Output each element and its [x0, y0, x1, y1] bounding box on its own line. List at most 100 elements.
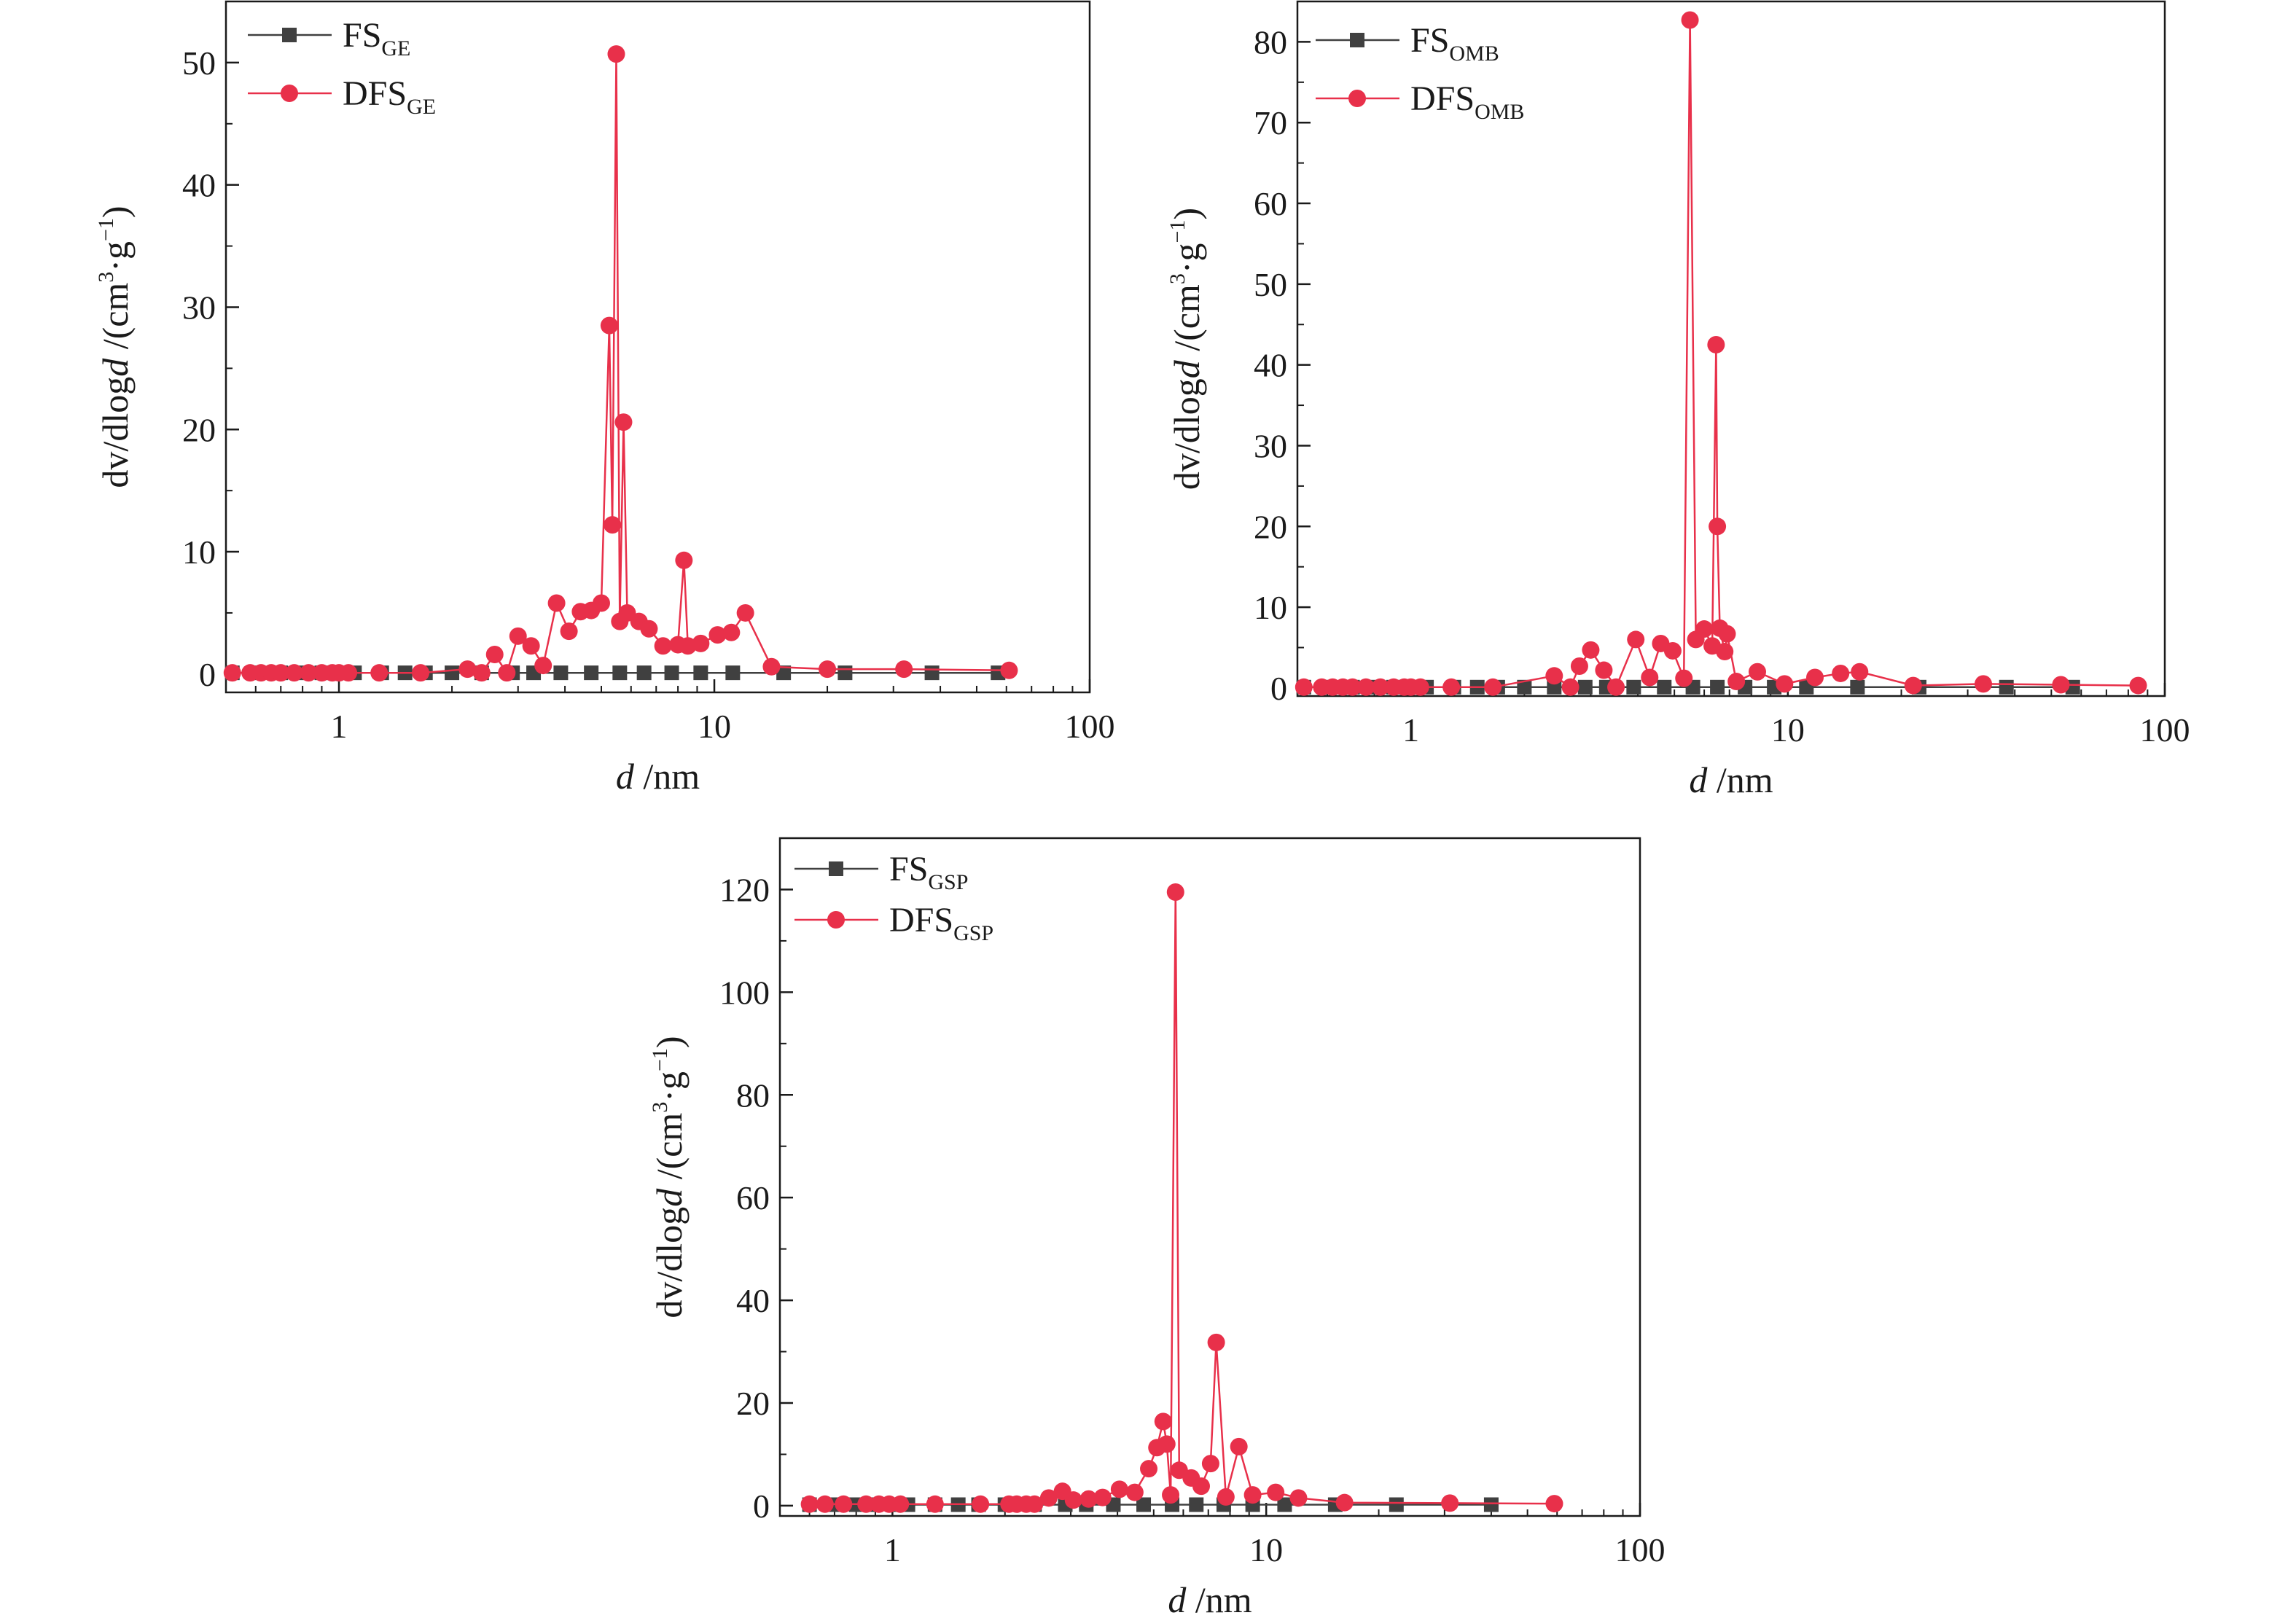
data-point	[819, 660, 837, 679]
data-point	[1595, 661, 1613, 679]
data-point	[1026, 1495, 1044, 1513]
data-point	[1483, 1497, 1499, 1512]
data-point	[924, 665, 940, 681]
legend-label-subscript: GE	[381, 36, 410, 60]
y-axis-label-superscript: −1	[648, 1048, 672, 1071]
x-axis-label-unit: /nm	[1707, 759, 1773, 800]
data-point	[1974, 675, 1992, 693]
data-point	[837, 665, 853, 681]
data-point	[1710, 679, 1725, 695]
legend-entry-fs: FSGE	[248, 16, 410, 60]
data-point	[600, 316, 618, 335]
data-point	[1707, 335, 1725, 353]
plot-frame	[224, 0, 1091, 694]
y-axis-label-symbol: d	[95, 358, 136, 377]
y-tick-label: 20	[182, 411, 216, 448]
y-tick-label: 40	[182, 167, 216, 204]
data-point	[534, 657, 552, 675]
data-point	[1064, 1491, 1082, 1509]
data-point	[1189, 1497, 1204, 1512]
data-point	[607, 45, 625, 63]
data-point	[340, 664, 358, 682]
data-point	[800, 1495, 819, 1513]
data-point	[553, 665, 569, 681]
data-point	[1517, 679, 1532, 695]
legend-entry-dfs: DFSGE	[248, 74, 436, 119]
data-point	[612, 665, 628, 681]
y-tick-label: 30	[182, 289, 216, 326]
data-point	[1000, 661, 1018, 679]
data-point	[1695, 620, 1714, 638]
data-point	[1657, 679, 1672, 695]
y-axis-label-superscript: 3	[1165, 273, 1190, 284]
y-axis-label-text: dv/dlog	[649, 1207, 690, 1318]
data-point	[1641, 668, 1659, 687]
x-axis-label-symbol: d	[1168, 1579, 1187, 1618]
legend-label: FSGSP	[889, 850, 968, 894]
y-axis-label-text: dv/dlog	[95, 377, 136, 488]
data-point	[1230, 1437, 1248, 1455]
data-point	[762, 657, 781, 676]
y-tick-label: 0	[1270, 670, 1287, 707]
data-point	[1851, 663, 1869, 681]
data-point	[1343, 678, 1362, 696]
data-point	[1162, 1486, 1180, 1504]
data-point	[692, 634, 710, 652]
legend-label: DFSGE	[343, 74, 436, 119]
data-point	[1295, 678, 1313, 696]
x-tick-label: 10	[698, 708, 731, 745]
data-point	[1335, 1493, 1354, 1512]
data-point	[1201, 1455, 1219, 1473]
legend-entry-dfs: DFSGSP	[794, 901, 993, 945]
data-point	[1277, 1497, 1292, 1512]
data-point	[1039, 1489, 1058, 1507]
y-tick-label: 50	[182, 44, 216, 82]
data-point	[1748, 663, 1766, 681]
legend-label: DFSGSP	[889, 901, 993, 945]
x-tick-label: 10	[1771, 711, 1805, 749]
legend-label: FSGE	[343, 16, 410, 60]
data-point	[2052, 676, 2070, 694]
data-point	[1371, 678, 1389, 696]
data-point	[445, 665, 460, 681]
data-point	[1484, 678, 1502, 696]
data-point	[1136, 1497, 1152, 1512]
legend-entry-fs: FSGSP	[794, 850, 968, 894]
y-axis-label: dv/dlogd /(cm3·g−1)	[648, 1036, 690, 1318]
data-point	[640, 620, 658, 638]
data-point	[485, 645, 504, 663]
data-point	[1411, 678, 1429, 696]
data-point	[725, 665, 741, 681]
data-point	[1570, 657, 1588, 675]
data-point	[614, 413, 633, 431]
data-point	[604, 516, 622, 534]
data-point	[223, 664, 241, 682]
data-point	[498, 664, 516, 682]
data-point	[1904, 676, 1922, 695]
y-axis-label-superscript: −1	[94, 218, 118, 241]
y-axis-label-unit: /(cm	[649, 1113, 690, 1189]
y-axis-label-symbol: d	[1166, 359, 1207, 378]
legend-label: FSOMB	[1410, 21, 1499, 66]
y-tick-label: 0	[753, 1488, 770, 1525]
data-point	[835, 1495, 853, 1513]
data-point	[1154, 1412, 1172, 1431]
y-tick-label: 40	[1254, 347, 1287, 384]
data-point	[1207, 1333, 1225, 1351]
y-axis-label-unit: )	[1166, 208, 1207, 220]
data-point	[1626, 679, 1641, 695]
y-axis-label-symbol: d	[649, 1188, 690, 1207]
y-axis-label-superscript: 3	[94, 272, 118, 283]
y-tick-label: 80	[736, 1076, 770, 1114]
data-point	[285, 664, 303, 682]
legend-label-subscript: OMB	[1475, 100, 1524, 124]
x-tick-label: 100	[2140, 711, 2190, 749]
data-point	[1709, 517, 1727, 536]
data-point	[1289, 1489, 1308, 1507]
y-tick-label: 60	[736, 1179, 770, 1216]
x-tick-label: 100	[1065, 708, 1115, 745]
data-point	[1776, 675, 1794, 693]
legend-entry-dfs: DFSOMB	[1316, 79, 1524, 124]
